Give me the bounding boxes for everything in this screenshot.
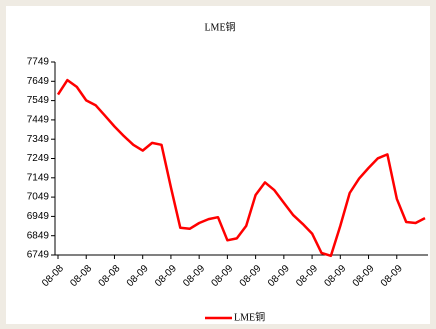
line-series [56,78,426,258]
y-tick-label: 7749 [27,57,50,68]
y-tick-label: 7149 [27,172,50,183]
y-tick-label: 7049 [27,192,50,203]
y-tick-label: 7449 [27,115,50,126]
chart-title: LME铜 [204,21,235,33]
y-tick-label: 7349 [27,134,50,145]
y-tick-label: 6949 [27,211,50,222]
y-tick-label: 7649 [27,76,50,87]
chart-background [6,6,430,324]
y-tick-label: 6749 [27,250,50,261]
y-tick-label: 7549 [27,95,50,106]
y-tick-label: 6849 [27,230,50,241]
y-tick-label: 7249 [27,153,50,164]
legend-label: LME铜 [234,311,265,323]
